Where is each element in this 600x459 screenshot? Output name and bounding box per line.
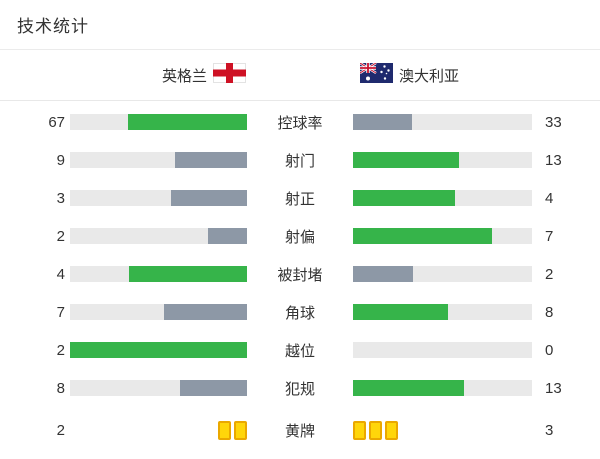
home-yellow-cards	[70, 418, 247, 442]
yellow-card-icon	[234, 420, 247, 440]
stat-row-corners: 7 角球 8	[0, 293, 600, 331]
home-bar-fill	[207, 228, 247, 244]
stat-row-fouls: 8 犯规 13	[0, 369, 600, 407]
page-title: 技术统计	[17, 17, 89, 36]
stat-label: 射正	[284, 190, 315, 208]
home-bar-fill	[164, 304, 247, 320]
away-value: 7	[545, 227, 554, 245]
away-bar-fill	[353, 190, 456, 206]
away-bar-track	[353, 114, 532, 130]
away-yellow-cards	[353, 418, 532, 442]
yellow-card-icon	[385, 420, 398, 440]
home-bar-fill	[128, 114, 247, 130]
home-team-name: 英格兰	[161, 67, 207, 85]
away-bar-fill	[353, 304, 449, 320]
home-bar-fill	[171, 190, 247, 206]
home-bar-fill	[174, 152, 247, 168]
home-team-header: 英格兰	[0, 62, 300, 88]
away-bar-fill	[353, 152, 459, 168]
stat-label: 射偏	[284, 228, 315, 246]
home-value: 8	[56, 379, 65, 397]
stat-row-possession: 67 控球率 33	[0, 103, 600, 141]
home-value: 9	[56, 151, 65, 169]
stat-label: 犯规	[284, 380, 315, 398]
home-value: 3	[56, 189, 65, 207]
stat-label: 射门	[284, 152, 315, 170]
away-bar-track	[353, 304, 532, 320]
away-value: 0	[545, 341, 554, 359]
stat-label: 越位	[284, 342, 315, 360]
home-value: 2	[56, 341, 65, 359]
australia-flag-icon	[359, 61, 393, 88]
yellow-card-icon	[353, 420, 366, 440]
home-bar-track	[70, 380, 247, 396]
stat-label: 被封堵	[277, 266, 323, 284]
stat-row-offsides: 2 越位 0	[0, 331, 600, 369]
stat-row-yellow-cards: 2 黄牌 3	[0, 411, 600, 449]
home-bar-track	[70, 266, 247, 282]
home-bar-track	[70, 228, 247, 244]
away-value: 4	[545, 189, 554, 207]
away-bar-track	[353, 266, 532, 282]
home-bar-track	[70, 342, 247, 358]
home-bar-fill	[128, 266, 247, 282]
stat-row-shots-on-target: 3 射正 4	[0, 179, 600, 217]
away-bar-track	[353, 228, 532, 244]
away-value: 33	[545, 113, 562, 131]
away-value: 3	[545, 421, 554, 439]
stat-label: 黄牌	[284, 422, 315, 440]
yellow-card-icon	[369, 420, 382, 440]
away-bar-fill	[353, 228, 493, 244]
home-value: 2	[56, 421, 65, 439]
stat-label: 角球	[284, 304, 315, 322]
away-bar-track	[353, 380, 532, 396]
home-value: 7	[56, 303, 65, 321]
away-value: 13	[545, 379, 562, 397]
england-flag-icon	[213, 62, 246, 88]
stat-label: 控球率	[277, 114, 323, 132]
stats-list: 67 控球率 33 9 射门 13 3 射正 4 2 射偏 7	[0, 101, 600, 449]
home-value: 4	[56, 265, 65, 283]
away-bar-fill	[353, 114, 413, 130]
team-header: 英格兰	[0, 50, 600, 101]
home-bar-track	[70, 152, 247, 168]
home-bar-track	[70, 114, 247, 130]
home-value: 2	[56, 227, 65, 245]
yellow-card-icon	[218, 420, 231, 440]
away-bar-track	[353, 190, 532, 206]
away-bar-fill	[353, 380, 464, 396]
away-team-name: 澳大利亚	[399, 67, 460, 85]
stat-row-shots: 9 射门 13	[0, 141, 600, 179]
away-team-header: 澳大利亚	[300, 61, 600, 88]
away-bar-track	[353, 342, 532, 358]
home-value: 67	[48, 113, 65, 131]
away-value: 13	[545, 151, 562, 169]
home-bar-fill	[179, 380, 247, 396]
home-bar-track	[70, 304, 247, 320]
away-bar-track	[353, 152, 532, 168]
away-value: 8	[545, 303, 554, 321]
stat-row-shots-off-target: 2 射偏 7	[0, 217, 600, 255]
home-bar-track	[70, 190, 247, 206]
away-bar-fill	[353, 266, 413, 282]
home-bar-fill	[70, 342, 247, 358]
stat-row-blocked: 4 被封堵 2	[0, 255, 600, 293]
title-bar: 技术统计	[0, 0, 600, 50]
away-value: 2	[545, 265, 554, 283]
